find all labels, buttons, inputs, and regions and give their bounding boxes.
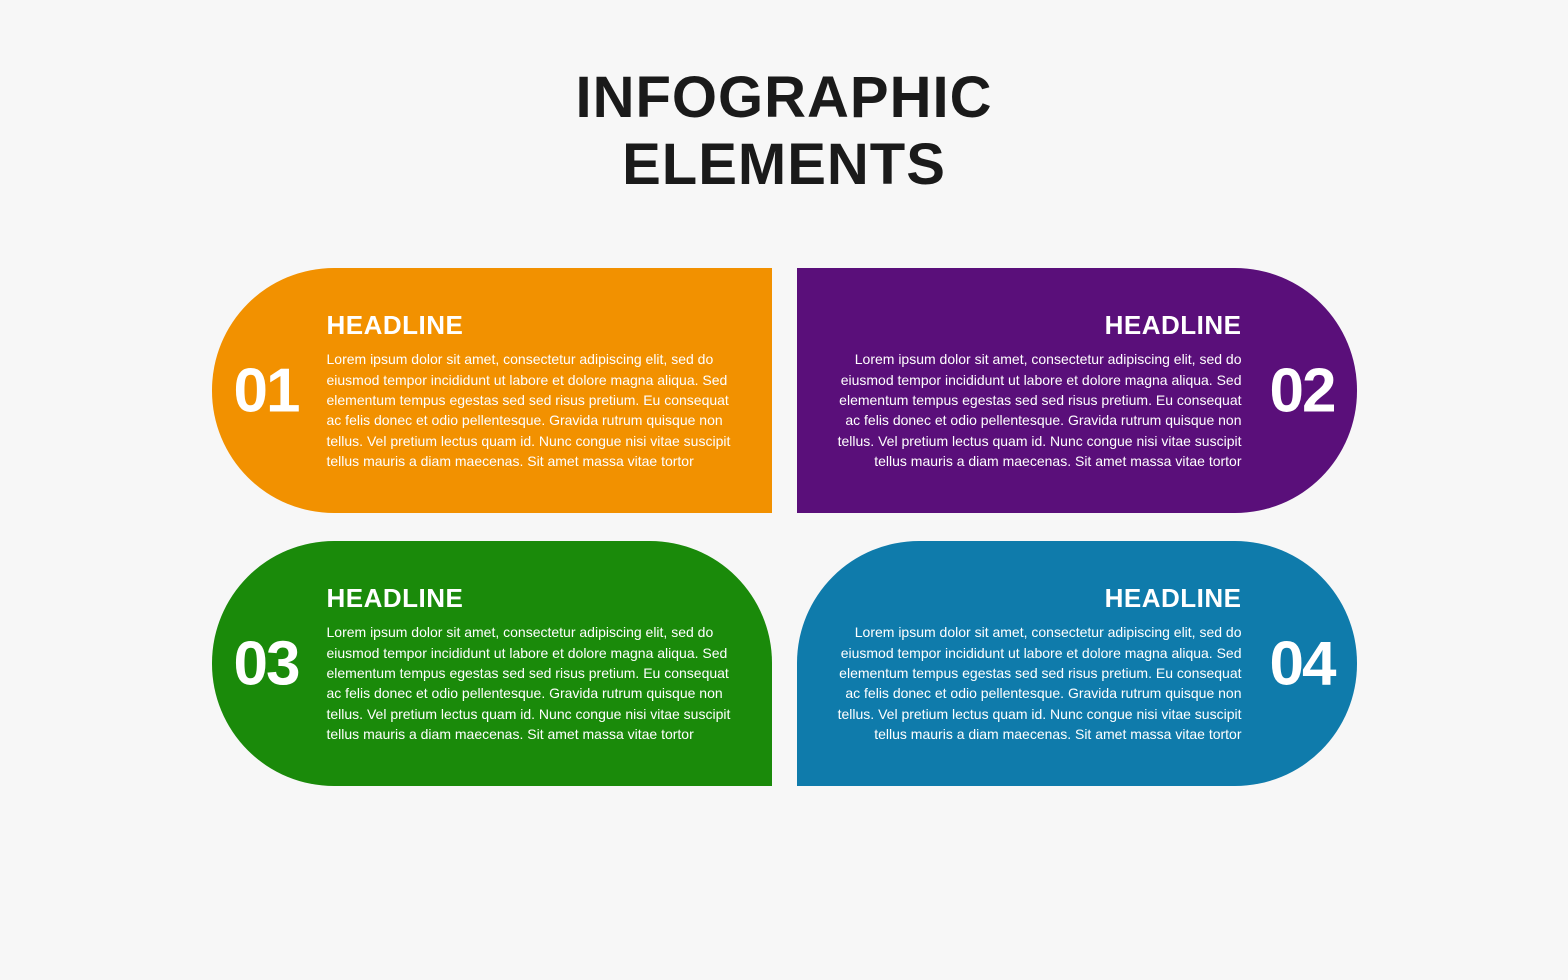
title-line-2: ELEMENTS <box>576 132 993 199</box>
card-content: HEADLINE Lorem ipsum dolor sit amet, con… <box>327 583 732 744</box>
page-title: INFOGRAPHIC ELEMENTS <box>576 65 993 198</box>
card-number: 04 <box>1270 628 1335 699</box>
card-body: Lorem ipsum dolor sit amet, consectetur … <box>837 349 1242 471</box>
card-number: 01 <box>234 355 299 426</box>
card-body: Lorem ipsum dolor sit amet, consectetur … <box>327 622 732 744</box>
card-content: HEADLINE Lorem ipsum dolor sit amet, con… <box>837 583 1242 744</box>
card-content: HEADLINE Lorem ipsum dolor sit amet, con… <box>327 310 732 471</box>
title-line-1: INFOGRAPHIC <box>576 65 993 132</box>
card-content: HEADLINE Lorem ipsum dolor sit amet, con… <box>837 310 1242 471</box>
card-headline: HEADLINE <box>327 310 732 341</box>
card-02: 02 HEADLINE Lorem ipsum dolor sit amet, … <box>797 268 1357 513</box>
card-03: 03 HEADLINE Lorem ipsum dolor sit amet, … <box>212 541 772 786</box>
card-number: 03 <box>234 628 299 699</box>
card-headline: HEADLINE <box>837 310 1242 341</box>
card-body: Lorem ipsum dolor sit amet, consectetur … <box>327 349 732 471</box>
card-04: 04 HEADLINE Lorem ipsum dolor sit amet, … <box>797 541 1357 786</box>
card-body: Lorem ipsum dolor sit amet, consectetur … <box>837 622 1242 744</box>
card-headline: HEADLINE <box>327 583 732 614</box>
card-number: 02 <box>1270 355 1335 426</box>
card-headline: HEADLINE <box>837 583 1242 614</box>
card-01: 01 HEADLINE Lorem ipsum dolor sit amet, … <box>212 268 772 513</box>
card-grid: 01 HEADLINE Lorem ipsum dolor sit amet, … <box>212 268 1357 786</box>
